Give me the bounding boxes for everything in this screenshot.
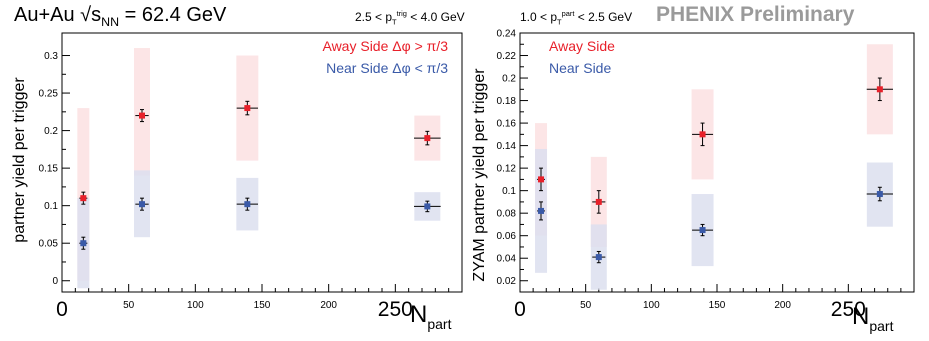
panel2-ytick-label: 0.02	[497, 276, 517, 287]
panel1-ytick-label: 0.25	[39, 89, 59, 100]
panel1-ytick-label: 0	[52, 276, 58, 287]
panel2-near-point	[876, 191, 883, 198]
panel2-away-point	[699, 131, 706, 138]
panel2-ytick-label: 0.2	[502, 74, 516, 85]
panel2-xtick-label: 150	[709, 300, 726, 311]
panel1-away-point	[424, 135, 431, 142]
panel2-ytick-label: 0.14	[497, 141, 517, 152]
panel1-xtick-label: 200	[320, 300, 337, 311]
panel1-ytick-label: 0.1	[44, 201, 58, 212]
panel1-xtick-label: 250	[378, 298, 413, 321]
panel2-near-point	[595, 254, 602, 261]
panel1-legend-away: Away Side Δφ > π/3	[322, 38, 448, 54]
panel2-ytick-label: 0.24	[497, 29, 517, 40]
panel2-ytick-label: 0.04	[497, 254, 517, 265]
panel1-away-point	[80, 195, 87, 202]
panel1-near-point	[424, 203, 431, 210]
panel2-xtick-label: 50	[580, 300, 592, 311]
panel1-ylabel: partner yield per trigger	[11, 77, 28, 243]
panel2-near-point	[699, 227, 706, 234]
panel2-xtick-label: 200	[774, 300, 791, 311]
panel2-xtick-label: 100	[643, 300, 660, 311]
panel2-ytick-label: 0.1	[502, 186, 516, 197]
panel1-xlabel: Npart	[410, 301, 452, 332]
partner-cut-label: 1.0 < pTpart < 2.5 GeV	[520, 9, 633, 27]
panel2-ylabel: ZYAM partner yield per trigger	[471, 68, 488, 282]
preliminary-label: PHENIX Preliminary	[656, 3, 855, 26]
panel2-xlabel: Npart	[852, 303, 894, 334]
panel2-xtick-label: 0	[514, 298, 526, 321]
panel1-ytick-label: 0.3	[44, 51, 58, 62]
panel1-ytick-label: 0.15	[39, 164, 59, 175]
panel1: 0 0.05 0.1 0.15 0.2 0.25 0.3 0 50 100 150 200 250Npa…	[11, 32, 463, 332]
panel2: 0.02 0.04 0.06 0.08 0.1 0.12 0.14 0.16 0.18 0.2 0.…	[471, 29, 915, 334]
panel1-ytick-label: 0.05	[39, 239, 59, 250]
panel2-ytick-label: 0.06	[497, 231, 517, 242]
panel2-xtick-label: 250	[831, 298, 866, 321]
panel1-away-point	[244, 105, 251, 112]
panel2-ytick-label: 0.12	[497, 164, 517, 175]
panel2-ytick-label: 0.18	[497, 96, 517, 107]
panel1-legend-near: Near Side Δφ < π/3	[326, 60, 448, 76]
panel2-near-point	[538, 207, 545, 214]
panel2-legend-away: Away Side	[549, 38, 615, 54]
panel2-away-point	[595, 198, 602, 205]
panel1-near-point	[80, 240, 87, 247]
panel2-ytick-label: 0.08	[497, 209, 517, 220]
panel1-ytick-label: 0.2	[44, 126, 58, 137]
panel1-near-point	[244, 201, 251, 208]
panel2-ytick-label: 0.16	[497, 119, 517, 130]
panel1-near-point	[139, 201, 145, 208]
panel2-away-point	[876, 86, 883, 93]
panel1-away-point	[139, 112, 145, 119]
panel1-xtick-label: 0	[56, 298, 68, 321]
panel2-legend-near: Near Side	[549, 60, 611, 76]
trigger-cut-label: 2.5 < pTtrig < 4.0 GeV	[355, 9, 465, 27]
panel1-xtick-label: 100	[187, 300, 204, 311]
chart-title: Au+Au √sNN = 62.4 GeV	[14, 4, 227, 29]
panel1-xtick-label: 50	[123, 300, 135, 311]
panel1-xtick-label: 150	[254, 300, 271, 311]
panel2-away-point	[538, 176, 545, 183]
panel2-ytick-label: 0.22	[497, 51, 517, 62]
